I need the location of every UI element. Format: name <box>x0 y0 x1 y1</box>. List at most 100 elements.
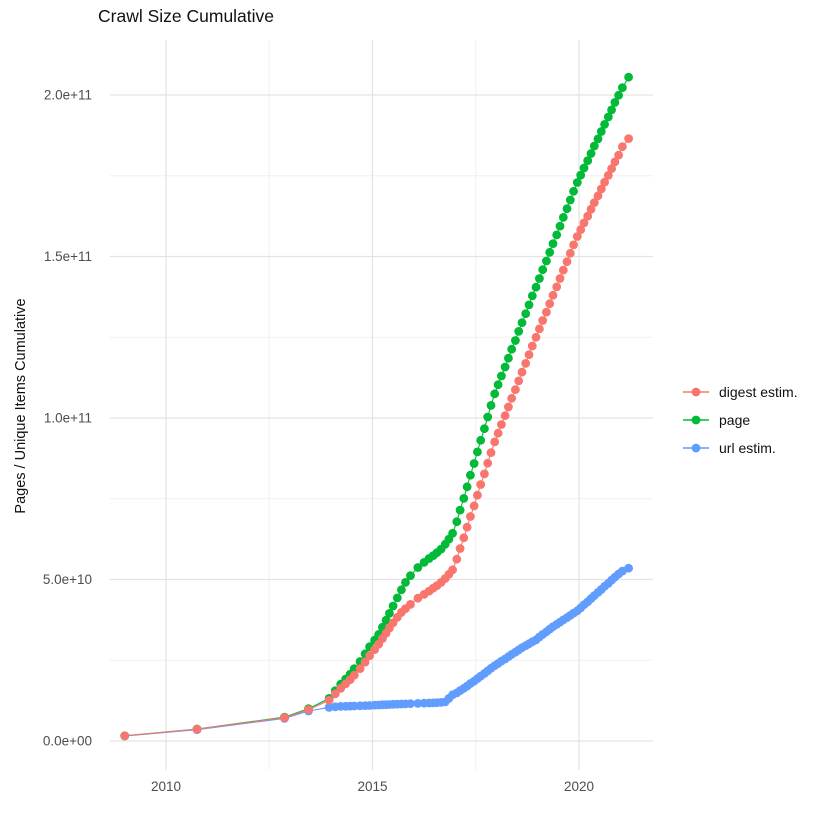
gridlines-major <box>110 40 653 770</box>
data-point <box>600 120 609 129</box>
data-point <box>535 274 544 283</box>
data-point <box>493 428 503 438</box>
data-point <box>517 318 527 328</box>
data-point <box>603 112 613 122</box>
data-point <box>469 459 479 468</box>
data-point <box>406 571 415 580</box>
data-point <box>452 554 462 564</box>
data-point <box>413 699 423 708</box>
legend-label-digest-estim: digest estim. <box>719 384 798 400</box>
data-point <box>524 350 534 360</box>
data-point <box>469 501 479 511</box>
data-point <box>521 359 531 368</box>
data-point <box>455 505 465 515</box>
data-point <box>610 157 620 167</box>
data-point <box>459 494 469 503</box>
data-point <box>576 225 586 235</box>
data-point <box>596 127 606 136</box>
data-point <box>579 218 589 228</box>
data-point <box>120 731 130 741</box>
data-point <box>448 565 457 575</box>
data-point <box>527 341 537 351</box>
data-point <box>542 307 551 317</box>
legend-item-page: page <box>683 406 798 434</box>
data-point <box>507 344 517 354</box>
data-point <box>555 221 565 231</box>
data-point <box>388 601 398 611</box>
chart-title: Crawl Size Cumulative <box>98 6 275 26</box>
data-point <box>486 401 496 410</box>
y-tick-label: 0.0e+00 <box>43 734 92 749</box>
data-point <box>381 615 391 625</box>
data-point <box>486 448 496 457</box>
data-point <box>459 533 469 543</box>
data-point <box>562 204 572 214</box>
data-point <box>545 299 555 309</box>
data-point <box>480 469 489 479</box>
data-point <box>558 213 568 222</box>
series-points-url-estim <box>120 563 633 741</box>
data-point <box>514 327 524 336</box>
x-tick-label: 2010 <box>151 779 181 794</box>
data-point <box>542 256 551 266</box>
data-point <box>535 324 544 334</box>
data-point <box>531 282 541 292</box>
data-point <box>455 544 465 553</box>
data-point <box>452 517 462 527</box>
data-point <box>624 563 633 573</box>
data-point <box>596 184 606 194</box>
data-point <box>548 239 558 249</box>
x-tick-label: 2015 <box>357 779 387 794</box>
data-point <box>593 134 603 144</box>
data-point <box>572 232 582 241</box>
data-point <box>531 332 541 342</box>
data-point <box>572 178 582 187</box>
data-point <box>280 713 289 723</box>
data-point <box>480 424 489 434</box>
data-point <box>462 482 472 492</box>
legend: digest estim. page url estim. <box>683 378 798 462</box>
data-point <box>548 290 558 300</box>
data-point <box>558 265 568 275</box>
legend-key-dot <box>691 387 701 397</box>
data-point <box>610 98 620 107</box>
series-page <box>120 72 633 741</box>
data-point <box>607 105 616 115</box>
data-point <box>483 458 493 468</box>
data-point <box>527 291 537 301</box>
data-point <box>304 705 313 715</box>
y-tick-label: 1.5e+11 <box>44 249 92 264</box>
data-point <box>401 578 410 587</box>
data-point <box>497 371 506 381</box>
data-point <box>624 72 633 82</box>
data-point <box>538 265 548 275</box>
data-point <box>507 393 517 403</box>
data-point <box>324 695 334 705</box>
data-point <box>579 163 589 173</box>
data-point <box>406 600 415 609</box>
data-point <box>466 512 475 521</box>
data-point <box>476 435 486 445</box>
data-point <box>600 177 609 187</box>
series-digest-estim <box>120 134 633 741</box>
data-point <box>504 402 513 412</box>
legend-label-url-estim: url estim. <box>719 440 776 456</box>
data-point <box>538 316 548 325</box>
data-point <box>511 385 520 394</box>
data-point <box>490 437 500 447</box>
data-point <box>514 376 524 386</box>
data-point <box>545 247 555 257</box>
data-point <box>565 195 575 205</box>
data-point <box>576 170 586 180</box>
gridlines-minor <box>110 40 653 770</box>
y-tick-label: 1.0e+11 <box>44 411 92 426</box>
data-point <box>565 248 575 258</box>
legend-key-digest-estim-icon <box>683 387 709 397</box>
data-point <box>618 142 627 152</box>
data-point <box>462 522 472 532</box>
data-point <box>589 198 599 208</box>
y-tick-label: 2.0e+11 <box>44 88 92 103</box>
legend-item-digest-estim: digest estim. <box>683 378 798 406</box>
legend-key-dot <box>691 415 701 425</box>
